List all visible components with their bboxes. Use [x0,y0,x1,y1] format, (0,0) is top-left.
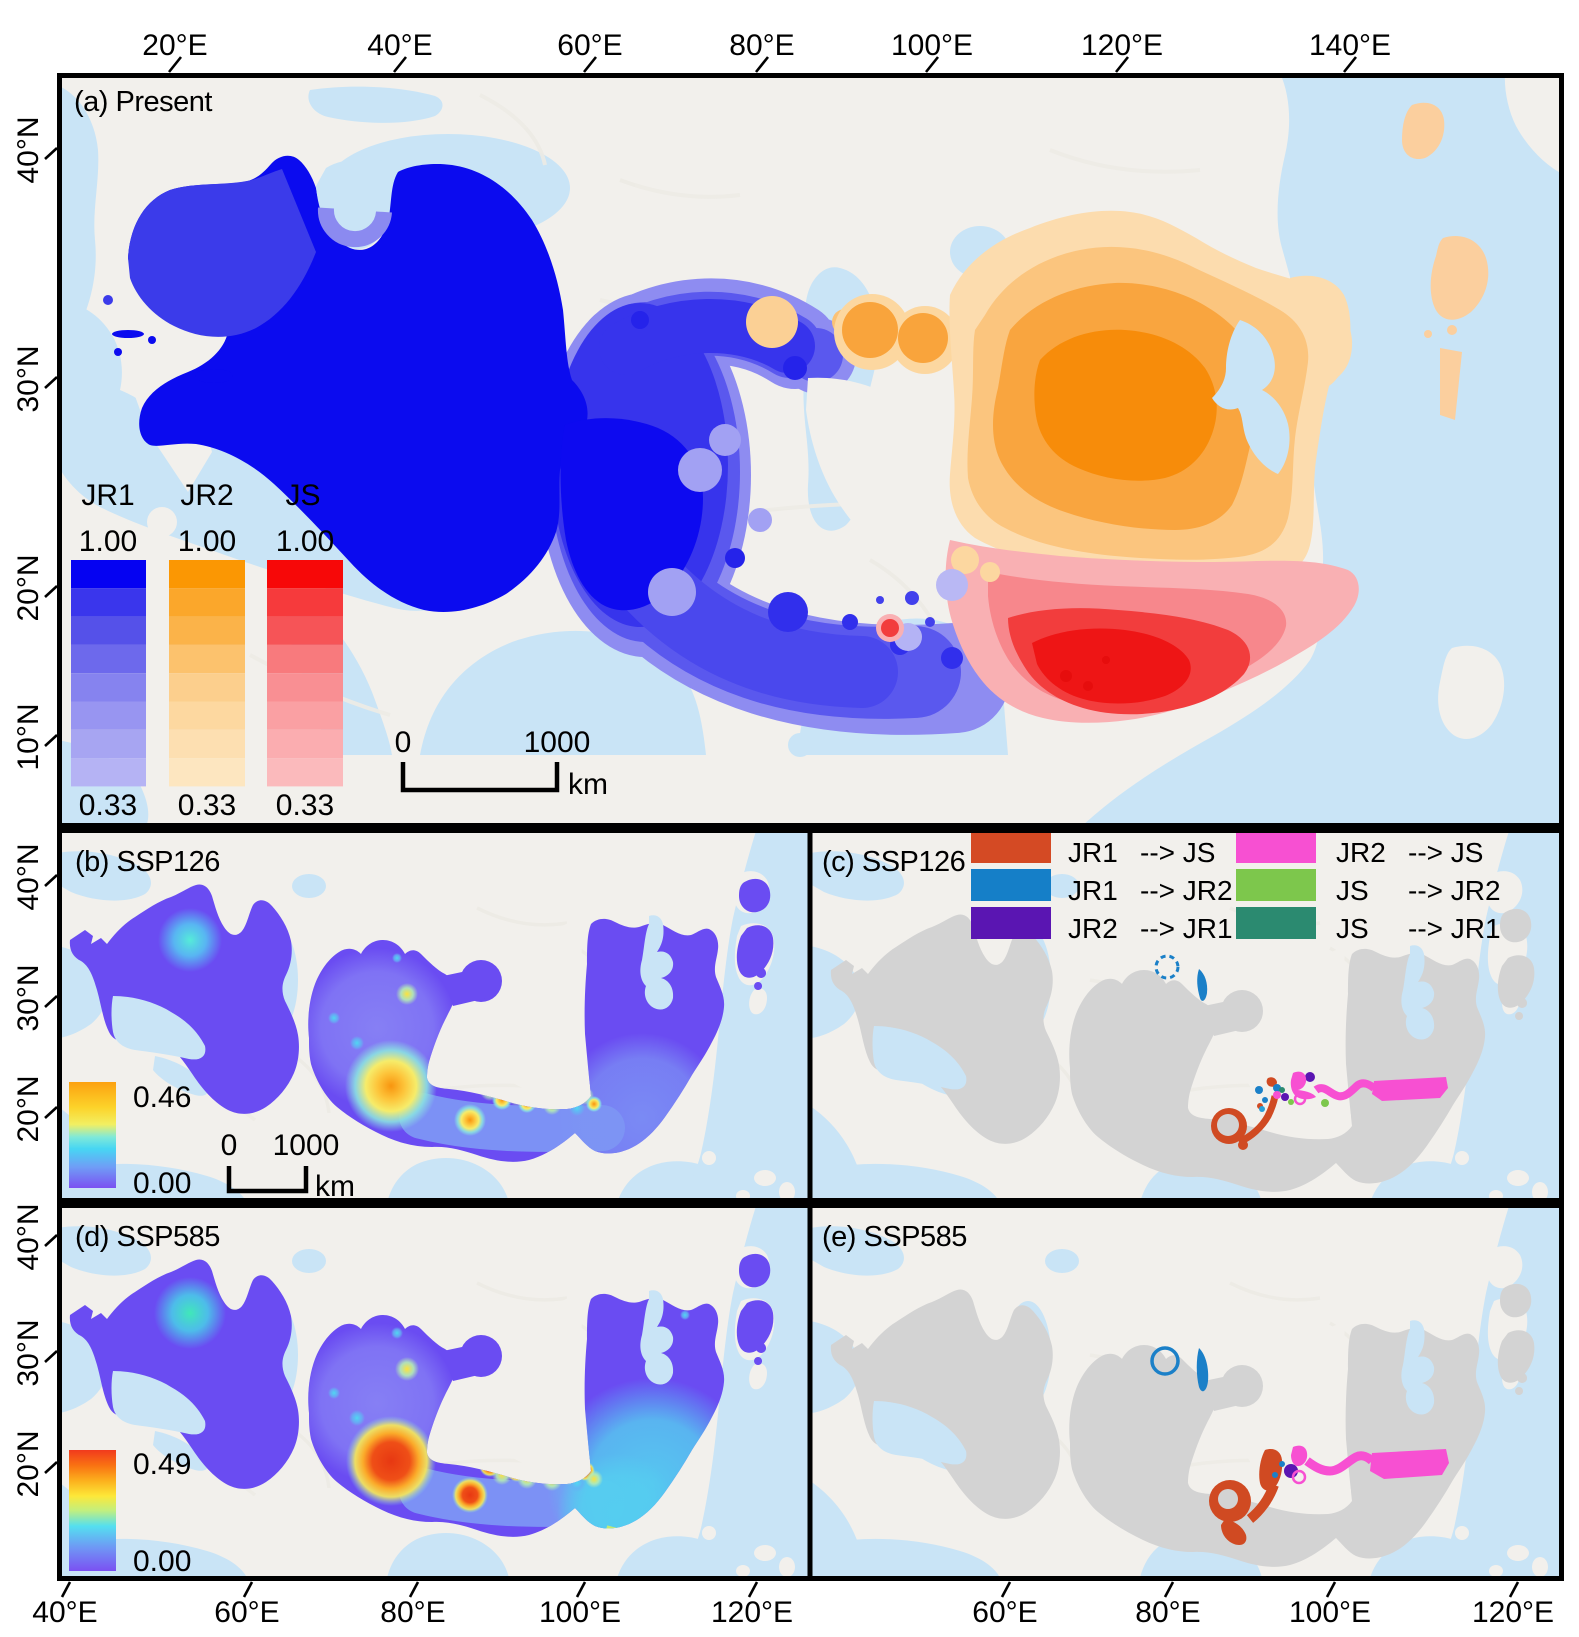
svg-text:1000: 1000 [524,726,591,759]
svg-text:km: km [315,1170,355,1203]
svg-text:--> JS: --> JS [1140,837,1215,868]
svg-text:0.49: 0.49 [133,1448,191,1481]
svg-text:--> JR1: --> JR1 [1140,913,1233,944]
svg-text:100°E: 100°E [1289,1596,1371,1629]
svg-text:JR2: JR2 [1068,913,1118,944]
svg-text:--> JR1: --> JR1 [1408,913,1501,944]
svg-text:0: 0 [395,726,412,759]
svg-text:0: 0 [221,1129,238,1162]
svg-text:20°N: 20°N [12,1430,45,1497]
svg-text:JR1: JR1 [1068,875,1118,906]
svg-text:0.33: 0.33 [276,789,334,822]
svg-text:JS: JS [1336,913,1369,944]
svg-text:(a) Present: (a) Present [74,86,212,118]
svg-text:km: km [568,768,608,801]
svg-text:0.46: 0.46 [133,1081,191,1114]
svg-text:(c) SSP126: (c) SSP126 [822,846,965,878]
svg-text:0.33: 0.33 [178,789,236,822]
svg-text:100°E: 100°E [891,29,973,62]
svg-text:(e) SSP585: (e) SSP585 [822,1221,967,1253]
svg-text:80°E: 80°E [380,1596,445,1629]
svg-text:JS: JS [285,479,320,512]
svg-text:40°E: 40°E [32,1596,97,1629]
svg-text:JR2: JR2 [180,479,233,512]
svg-text:30°N: 30°N [12,1319,45,1386]
svg-text:140°E: 140°E [1309,29,1391,62]
svg-text:0.00: 0.00 [133,1167,191,1200]
svg-text:20°N: 20°N [12,1075,45,1142]
svg-text:60°E: 60°E [214,1596,279,1629]
svg-text:--> JR2: --> JR2 [1408,875,1501,906]
svg-text:120°E: 120°E [1472,1596,1554,1629]
svg-text:1000: 1000 [273,1129,340,1162]
svg-text:30°N: 30°N [12,345,45,412]
svg-text:40°E: 40°E [367,29,432,62]
svg-text:80°E: 80°E [1135,1596,1200,1629]
svg-text:40°N: 40°N [12,843,45,910]
svg-text:40°N: 40°N [12,116,45,183]
svg-text:(d) SSP585: (d) SSP585 [75,1221,220,1253]
svg-text:1.00: 1.00 [79,525,137,558]
svg-text:30°N: 30°N [12,964,45,1031]
svg-text:20°N: 20°N [12,554,45,621]
svg-text:40°N: 40°N [12,1203,45,1270]
svg-text:10°N: 10°N [12,703,45,770]
svg-text:120°E: 120°E [711,1596,793,1629]
svg-text:100°E: 100°E [539,1596,621,1629]
svg-text:60°E: 60°E [557,29,622,62]
svg-text:1.00: 1.00 [276,525,334,558]
svg-text:60°E: 60°E [972,1596,1037,1629]
svg-text:20°E: 20°E [142,29,207,62]
svg-text:JR1: JR1 [1068,837,1118,868]
svg-text:120°E: 120°E [1081,29,1163,62]
svg-text:1.00: 1.00 [178,525,236,558]
svg-text:--> JS: --> JS [1408,837,1483,868]
svg-text:0.33: 0.33 [79,789,137,822]
svg-text:--> JR2: --> JR2 [1140,875,1233,906]
svg-text:JS: JS [1336,875,1369,906]
svg-text:JR2: JR2 [1336,837,1386,868]
svg-text:JR1: JR1 [81,479,134,512]
svg-text:0.00: 0.00 [133,1545,191,1578]
svg-text:(b) SSP126: (b) SSP126 [75,846,220,878]
svg-text:80°E: 80°E [729,29,794,62]
